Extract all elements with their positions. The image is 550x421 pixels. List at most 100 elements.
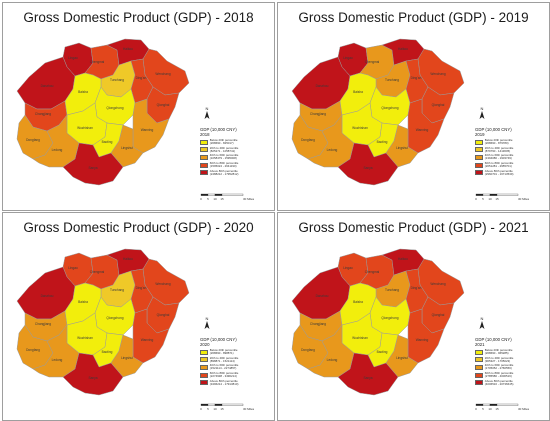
legend: GDP (10,000 CNY) 2020 Below 20th percentil…	[200, 337, 272, 386]
region-label-qionghai: Qionghai	[432, 313, 445, 317]
legend-text: 60th to 80th percentile (1595024 - 264119…	[209, 160, 239, 168]
hainan-map: Lingao Chengmai Haikou Wenchang Danzhou Tunch…	[291, 38, 465, 186]
region-label-wanning: Wanning	[141, 128, 154, 132]
region-label-baisha: Baisha	[78, 300, 88, 304]
scale-label: 10	[213, 197, 217, 201]
region-sanya	[62, 352, 124, 396]
legend-text: 60th to 80th percentile (2274938 - 349621…	[210, 371, 239, 378]
map-title: Gross Domestic Product (GDP) - 2021	[298, 220, 529, 235]
scale-label: 0	[200, 197, 202, 201]
legend-text: 20th to 40th percentile (879790 - 1413605…	[484, 145, 514, 153]
legend-swatch	[200, 357, 208, 363]
legend-range: (825271 - 1058741)	[209, 148, 236, 153]
legend-range: (268690 - 879780)	[484, 141, 509, 145]
legend-swatch	[475, 380, 483, 386]
region-label-lingao: Lingao	[68, 56, 78, 60]
scale-label: 10	[488, 407, 492, 411]
region-label-dongfang: Dongfang	[301, 138, 315, 142]
legend-swatch	[200, 349, 208, 355]
region-label-haikou: Haikou	[398, 47, 408, 51]
region-label-changjiang: Changjiang	[35, 322, 51, 326]
hainan-map: Lingao Chengmai Haikou Wenchang Danzhou Tunch…	[16, 248, 190, 396]
legend-label: Below 20th percentile	[484, 137, 513, 142]
legend-year: 2018	[200, 132, 210, 138]
scale-label: 10	[488, 197, 492, 201]
legend-range: (1058479 - 1595008)	[209, 156, 237, 161]
scale-label: 15	[495, 197, 499, 201]
legend-title: GDP (10,000 CNY)	[475, 127, 512, 132]
region-label-ledong: Ledong	[327, 148, 338, 152]
legend-year: 2021	[475, 342, 485, 348]
north-label: N	[206, 316, 209, 321]
legend-text: 20th to 40th percentile (898871 - 1521114…	[210, 356, 239, 363]
map-panel-2019: Gross Domestic Product (GDP) - 2019 Linga…	[277, 2, 550, 211]
legend-swatch	[475, 162, 483, 168]
scale-label: 15	[220, 407, 224, 411]
legend: GDP (10,000 CNY) 2019 Below 20th percentil…	[475, 127, 547, 176]
region-label-baoting: Baoting	[102, 140, 113, 144]
legend-item: Below 20th percentile (268690 - 898871)	[200, 348, 272, 355]
legend-label: Above 80th percentile	[209, 168, 238, 173]
region-label-tunchang: Tunchang	[110, 78, 124, 82]
scale-label: 30 Miles	[518, 197, 530, 201]
region-label-dingan: Ding'an	[411, 286, 422, 290]
region-label-sanya: Sanya	[363, 376, 372, 380]
region-label-chengmai: Chengmai	[90, 60, 105, 64]
region-label-tunchang: Tunchang	[385, 288, 399, 292]
region-label-qionghai: Qionghai	[157, 313, 170, 317]
region-label-sanya: Sanya	[363, 166, 372, 170]
legend-item: Above 80th percentile (3496214 - 17913810…	[200, 378, 272, 386]
legend-label: 20th to 40th percentile	[484, 145, 514, 150]
legend-label: Above 80th percentile	[209, 378, 238, 383]
legend-range: (4006516 - 20736645)	[484, 381, 514, 386]
region-label-tunchang: Tunchang	[110, 288, 124, 292]
region-label-lingshui: Lingshui	[396, 146, 408, 150]
legend-label: 60th to 80th percentile	[484, 370, 514, 375]
region-label-baisha: Baisha	[78, 90, 88, 94]
region-label-baisha: Baisha	[353, 90, 363, 94]
legend-range: (3496214 - 17913810)	[209, 381, 239, 386]
scale-label: 0	[475, 407, 477, 411]
legend-range: (268690 - 825017)	[209, 141, 234, 145]
legend-range: (2960701 - 16713539)	[484, 171, 514, 176]
legend-text: 20th to 40th percentile (825271 - 1058741…	[209, 146, 239, 153]
legend-text: 20th to 40th percentile (965327 - 1705023…	[485, 356, 514, 363]
legend-item: Below 20th percentile (268690 - 965285)	[475, 347, 547, 355]
legend-text: Above 80th percentile (3496214 - 17913810…	[209, 378, 239, 386]
region-label-tunchang: Tunchang	[385, 78, 399, 82]
north-arrow-icon: N	[479, 316, 485, 329]
region-label-lingao: Lingao	[343, 266, 353, 270]
region-label-baoting: Baoting	[377, 350, 388, 354]
region-label-danzhou: Danzhou	[316, 84, 329, 88]
region-label-dongfang: Dongfang	[301, 348, 315, 352]
legend-label: 60th to 80th percentile	[209, 160, 239, 165]
region-lingshui	[385, 334, 419, 378]
legend-label: Below 20th percentile	[484, 347, 513, 352]
legend-label: Above 80th percentile	[484, 378, 513, 383]
region-label-wuzhishan: Wuzhishan	[77, 336, 93, 340]
region-label-qionghai: Qionghai	[432, 103, 445, 107]
legend-item: Above 80th percentile (4006516 - 20736645…	[475, 378, 547, 386]
region-label-wenchang: Wenchang	[155, 72, 170, 76]
legend-item: 40th to 60th percentile (1394080 - 190374…	[475, 154, 547, 160]
region-label-qionghai: Qionghai	[157, 103, 170, 107]
legend-text: Above 80th percentile (2488212 - 17952812…	[209, 168, 239, 176]
region-label-lingshui: Lingshui	[121, 146, 133, 150]
region-label-lingao: Lingao	[343, 56, 353, 60]
region-sanya	[62, 142, 124, 186]
region-label-dingan: Ding'an	[136, 76, 147, 80]
legend-item: 20th to 40th percentile (879790 - 1413605…	[475, 145, 547, 153]
region-label-dingan: Ding'an	[136, 286, 147, 290]
region-label-dongfang: Dongfang	[26, 348, 40, 352]
scale-label: 0	[475, 197, 477, 201]
legend-label: Below 20th percentile	[209, 137, 238, 142]
map-title: Gross Domestic Product (GDP) - 2018	[23, 10, 254, 25]
scale-label: 5	[482, 197, 484, 201]
legend-text: Above 80th percentile (2960701 - 16713539…	[484, 169, 514, 176]
region-label-qiongzhong: Qiongzhong	[106, 316, 123, 320]
legend-item: Below 20th percentile (268690 - 879780)	[475, 137, 547, 145]
region-label-ledong: Ledong	[52, 358, 63, 362]
region-label-wuzhishan: Wuzhishan	[77, 126, 93, 130]
region-label-ledong: Ledong	[52, 148, 63, 152]
north-label: N	[206, 106, 209, 111]
